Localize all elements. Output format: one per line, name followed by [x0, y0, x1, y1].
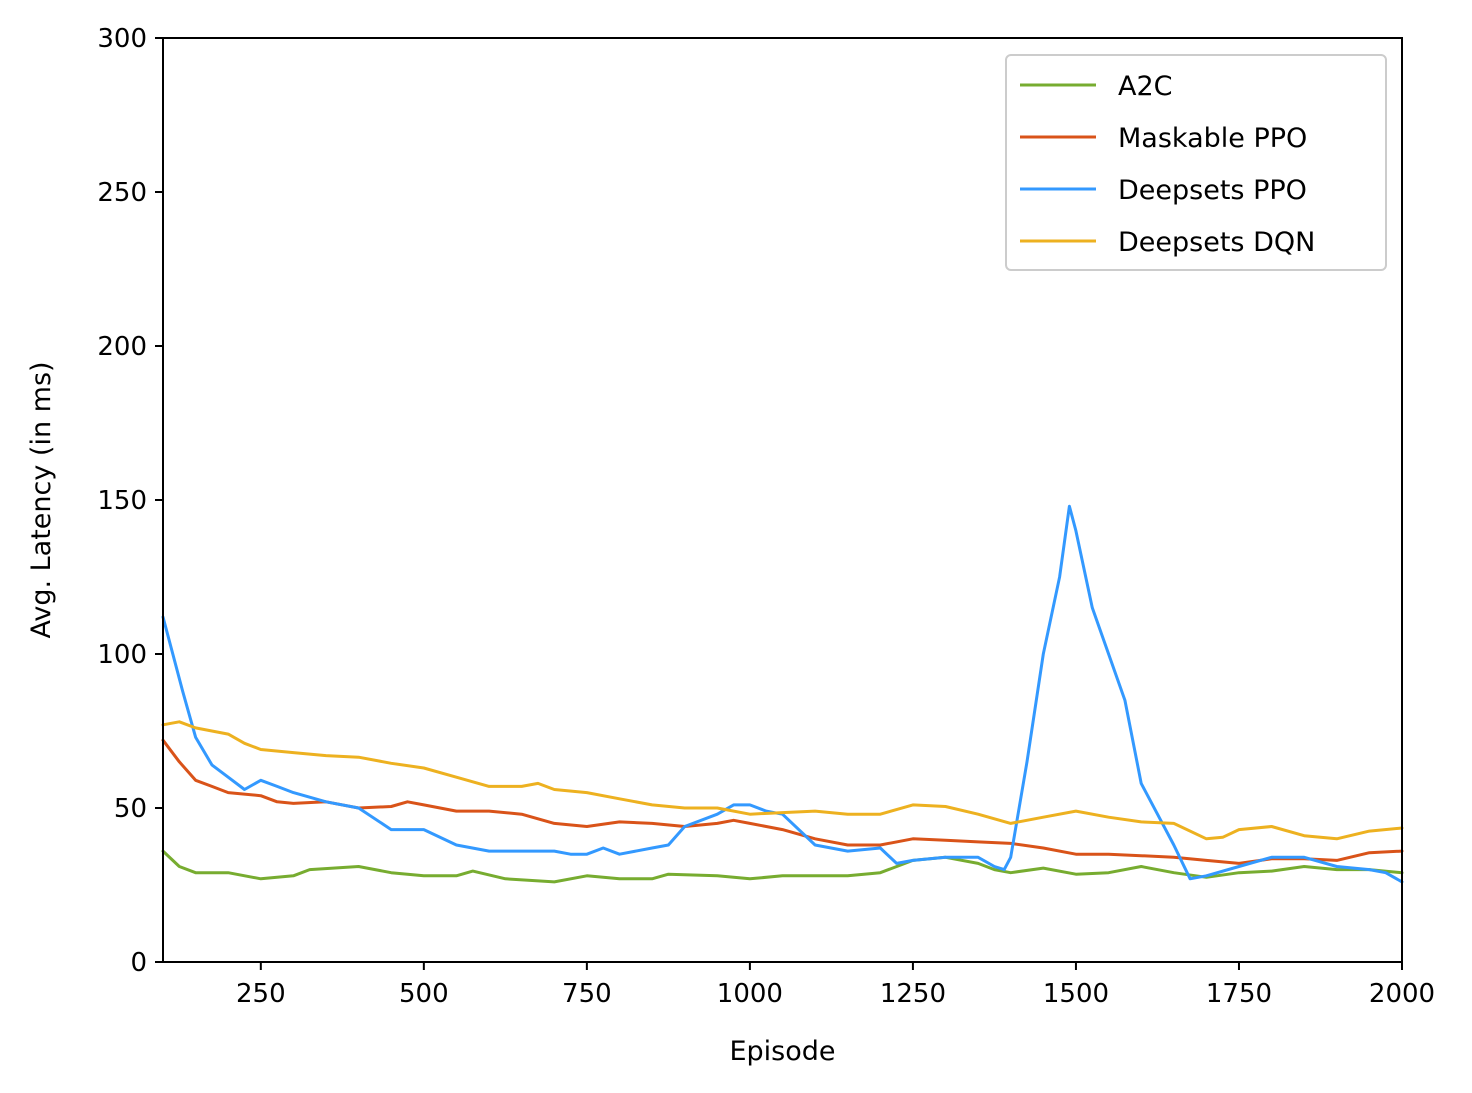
x-tick-label: 500 [399, 979, 449, 1009]
y-tick-label: 250 [97, 178, 147, 208]
legend-label-a2c: A2C [1118, 71, 1173, 102]
y-tick-label: 100 [97, 640, 147, 670]
y-tick-label: 200 [97, 332, 147, 362]
y-tick-label: 150 [97, 486, 147, 516]
legend-label-maskable-ppo: Maskable PPO [1118, 123, 1307, 154]
series-line-maskable-ppo [161, 738, 1404, 865]
x-tick-label: 250 [236, 979, 286, 1009]
legend-label-deepsets-dqn: Deepsets DQN [1118, 227, 1315, 258]
legend: A2C Maskable PPO Deepsets PPO Deepsets DQN [1005, 54, 1387, 271]
x-tick-label: 750 [562, 979, 612, 1009]
x-tick-label: 1250 [880, 979, 946, 1009]
y-axis-ticks: 0 50 100 150 200 250 300 [97, 24, 163, 978]
series-line-deepsets-dqn [161, 720, 1404, 841]
x-axis-ticks: 250 500 750 1000 1250 1500 1750 2000 [236, 962, 1435, 1009]
legend-frame [1005, 54, 1387, 271]
y-tick-label: 300 [97, 24, 147, 54]
x-tick-label: 1750 [1206, 979, 1272, 1009]
y-tick-label: 50 [114, 794, 147, 824]
x-axis-label: Episode [729, 1036, 835, 1067]
series-line-deepsets-ppo [161, 504, 1404, 884]
x-tick-label: 1000 [717, 979, 783, 1009]
series-layer [161, 504, 1404, 884]
y-tick-label: 0 [130, 948, 147, 978]
x-tick-label: 1500 [1043, 979, 1109, 1009]
y-axis-label: Avg. Latency (in ms) [26, 361, 57, 638]
x-tick-label: 2000 [1369, 979, 1435, 1009]
series-line-a2c [161, 849, 1404, 884]
legend-label-deepsets-ppo: Deepsets PPO [1118, 175, 1307, 206]
